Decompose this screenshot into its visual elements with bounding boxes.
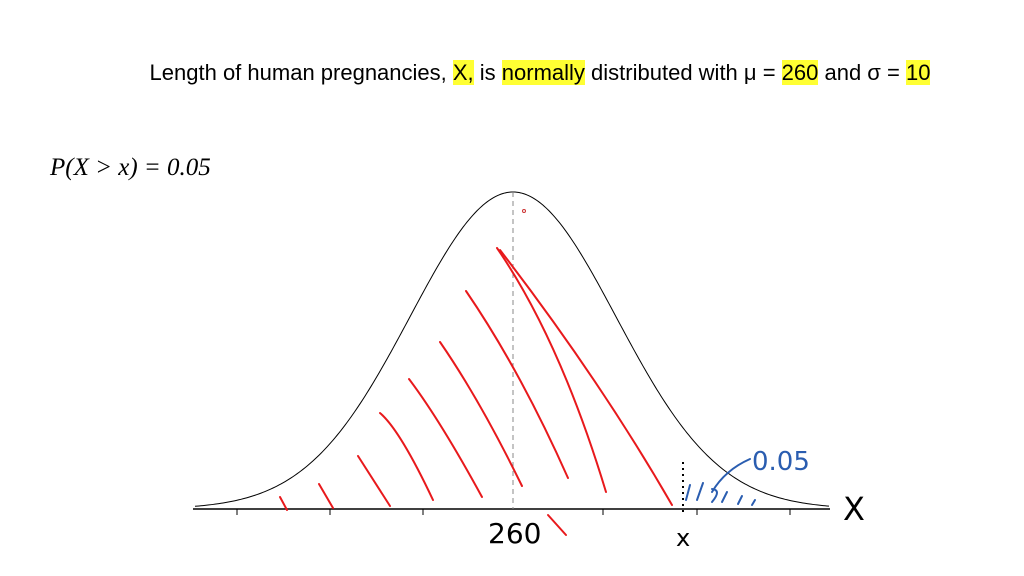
hatch (465, 290, 569, 479)
hatch (696, 482, 704, 501)
tail-area-label: 0.05 (752, 447, 810, 477)
title-text: is (473, 60, 502, 85)
hatch (279, 496, 288, 511)
hatch (737, 495, 743, 505)
arrow (711, 458, 751, 493)
highlight: normally (501, 60, 585, 85)
hatch (318, 483, 334, 509)
blue-hatching (685, 458, 756, 506)
hatch (547, 514, 567, 536)
title: Length of human pregnancies, X, is norma… (0, 60, 1024, 86)
hatch (751, 499, 756, 506)
red-hatching (279, 247, 673, 536)
highlight: 260 (781, 60, 819, 85)
axis-ticks (236, 509, 791, 515)
highlight: 10 (905, 60, 931, 85)
hatch (408, 378, 483, 498)
cutoff-label: x (676, 524, 690, 552)
hatch (496, 247, 607, 493)
hatch (499, 249, 673, 506)
dot (522, 209, 526, 213)
hatch (685, 484, 691, 501)
hatch (721, 491, 728, 503)
hatch (379, 412, 434, 501)
title-text: Length of human pregnancies, (149, 60, 453, 85)
hatch (357, 455, 391, 507)
highlight: X, (452, 60, 474, 85)
normal-curve (194, 191, 830, 507)
probability-formula: P(X > x) = 0.05 (50, 154, 211, 181)
hatch (439, 341, 523, 487)
title-text: and σ = (818, 60, 906, 85)
mean-label: 260 (488, 517, 541, 550)
axis-label: X (843, 490, 865, 528)
title-text: distributed with μ = (584, 60, 782, 85)
